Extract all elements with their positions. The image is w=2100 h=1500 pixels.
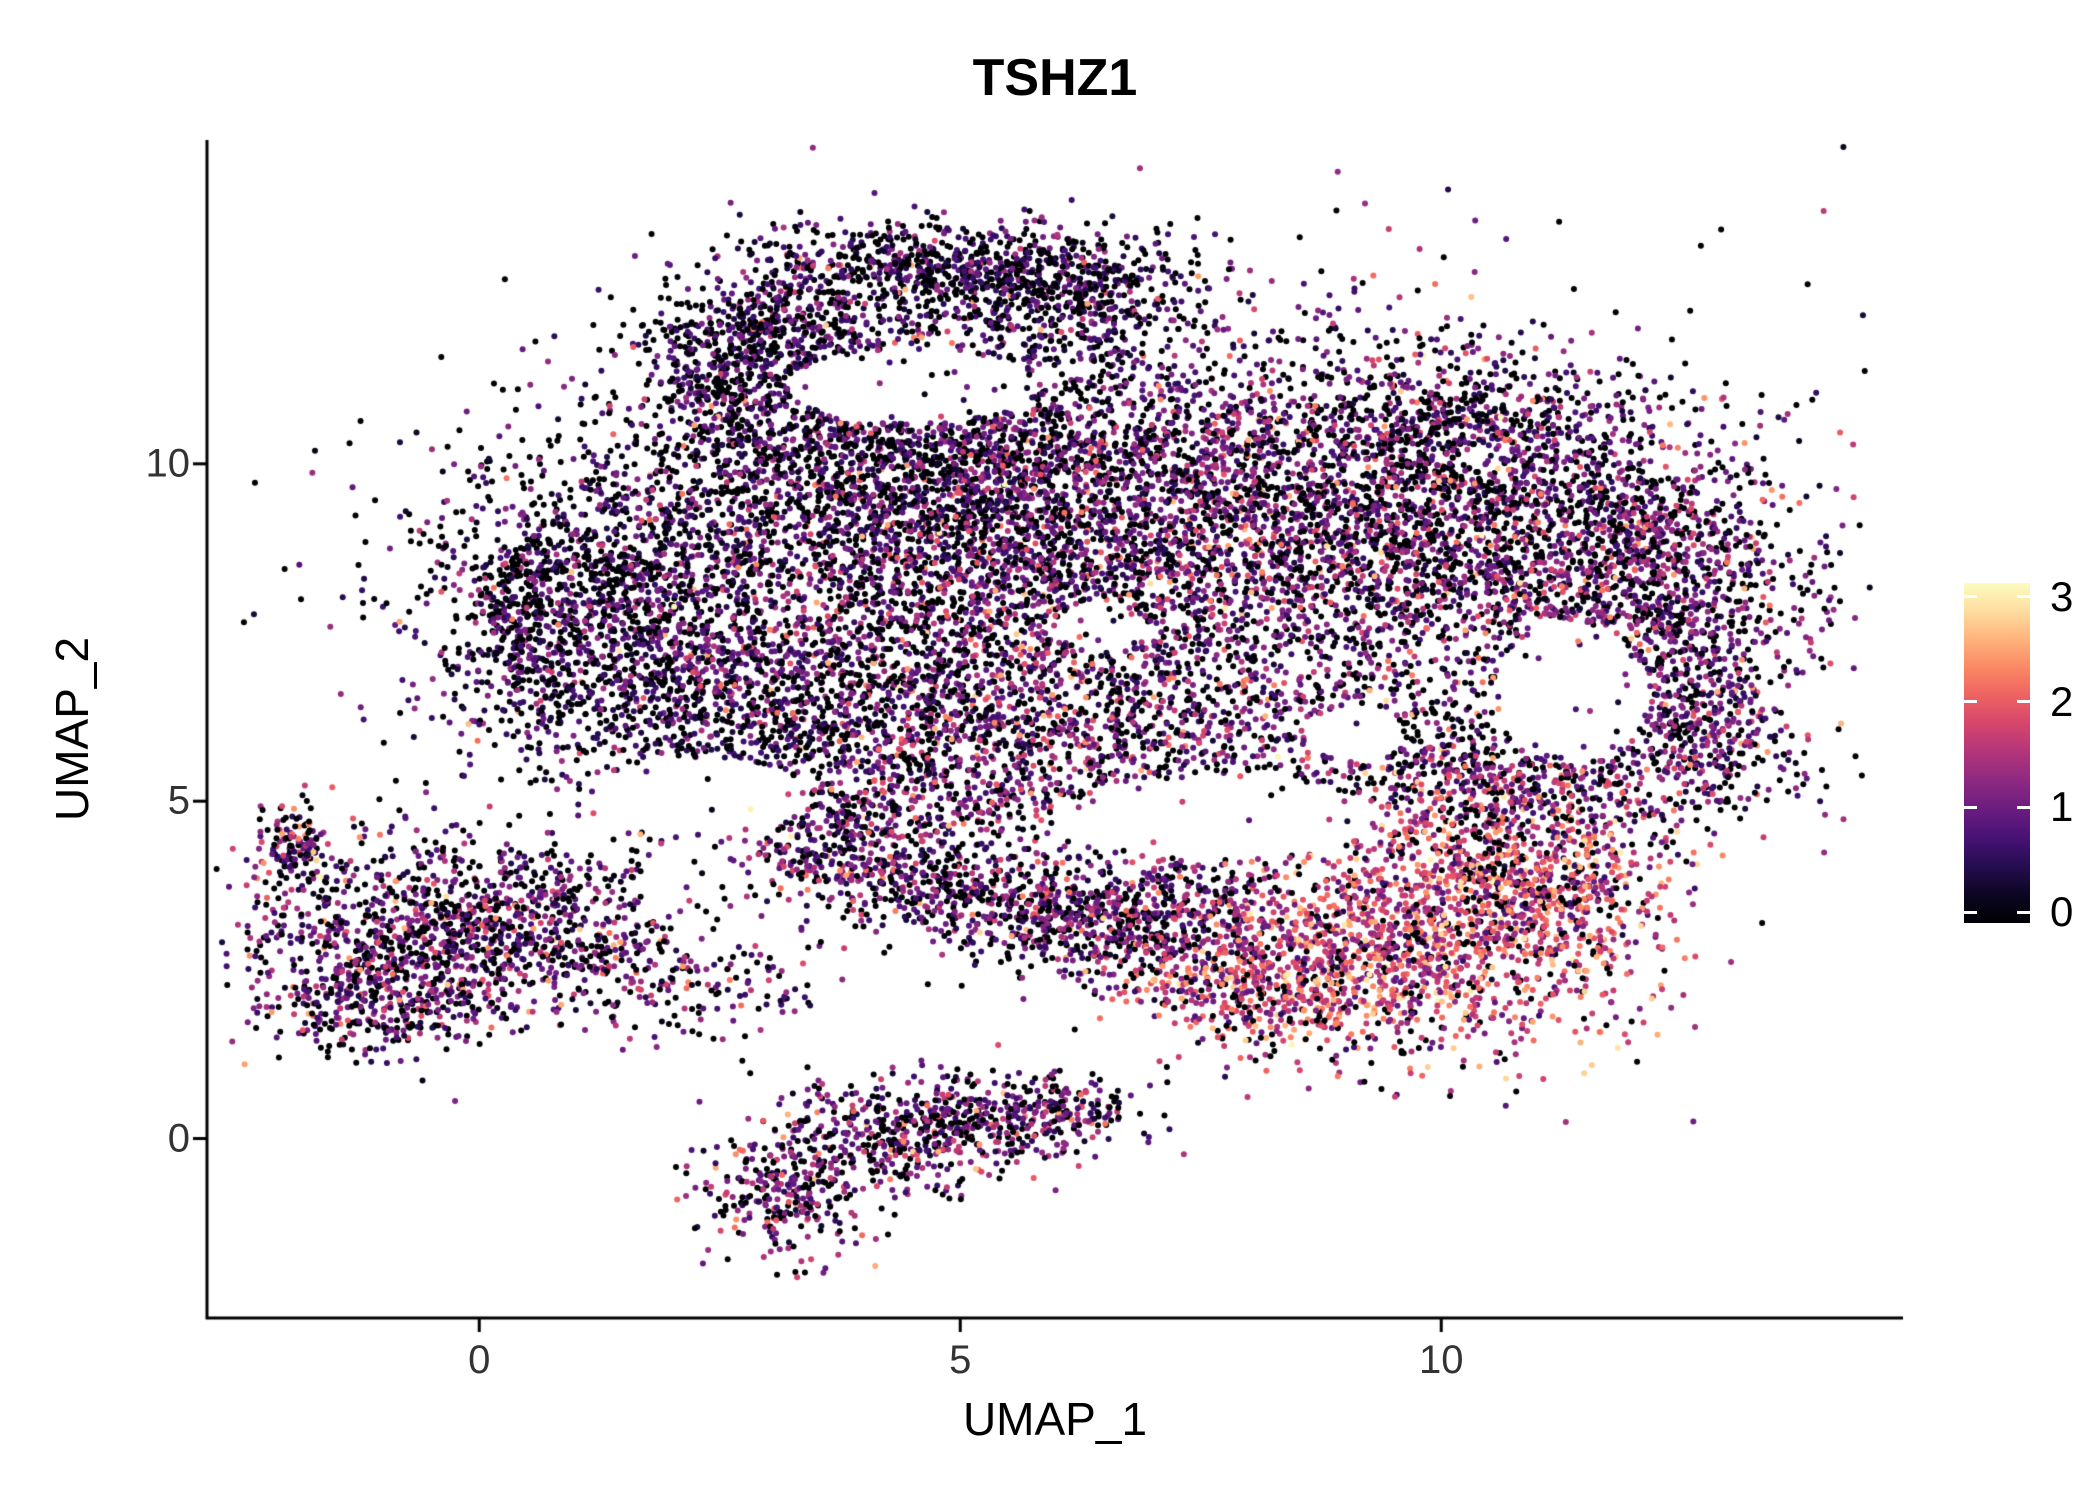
colorbar-tick-mark [1964,910,1977,914]
y-tick-label: 5 [167,778,190,823]
y-tick-label: 0 [167,1116,190,1161]
colorbar-tick-mark [1964,595,1977,599]
x-axis-title: UMAP_1 [962,1393,1148,1445]
colorbar-tick-mark [1964,700,1977,704]
colorbar-tick-mark [1964,805,1977,809]
colorbar-tick-label: 3 [2050,572,2074,620]
colorbar-tick-label: 2 [2050,677,2074,725]
colorbar-tick-mark [2017,805,2030,809]
x-tick-label: 0 [468,1338,491,1382]
colorbar-gradient [1964,583,2030,923]
colorbar-tick-mark [2017,700,2030,704]
colorbar-tick-mark [2017,595,2030,599]
x-tick-label: 10 [1418,1338,1464,1382]
colorbar-tick-label: 0 [2050,888,2074,936]
colorbar-tick-mark [2017,910,2030,914]
y-tick-label: 10 [145,441,191,486]
x-tick-label: 5 [949,1338,972,1382]
colorbar-tick-label: 1 [2050,783,2074,831]
plot-title: TSHZ1 [972,49,1138,107]
y-axis-title: UMAP_2 [46,636,98,822]
